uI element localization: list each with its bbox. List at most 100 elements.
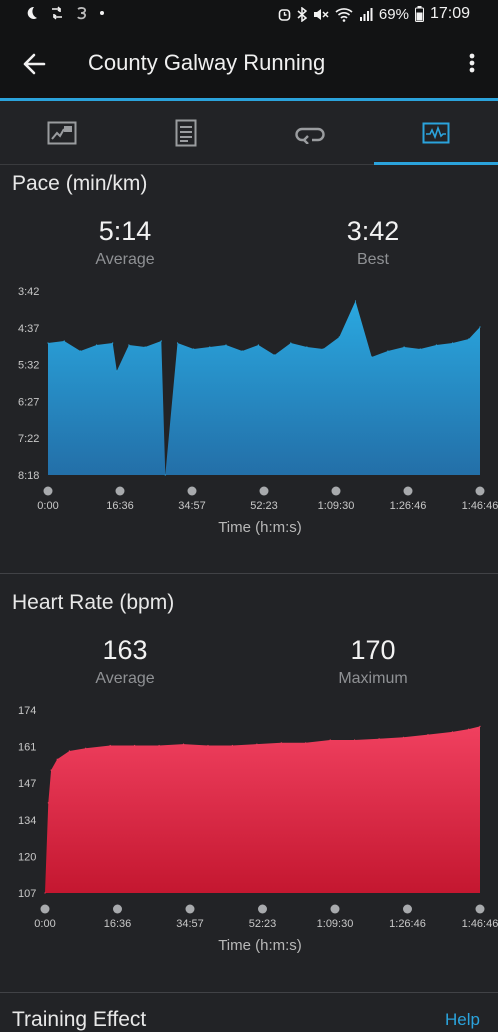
- data-point: [68, 750, 70, 752]
- x-tick-label: 52:23: [250, 500, 278, 512]
- data-point: [56, 758, 58, 760]
- training-effect-title: Training Effect: [12, 1008, 147, 1031]
- x-tick-dot: [187, 486, 197, 496]
- help-link[interactable]: Help: [445, 1010, 480, 1029]
- heart-rate-section-title: Heart Rate (bpm): [12, 591, 175, 614]
- data-point: [241, 350, 243, 352]
- x-tick-label: 34:57: [176, 918, 204, 930]
- data-point: [290, 342, 292, 344]
- wifi-icon: [335, 7, 353, 22]
- data-point: [371, 356, 373, 358]
- carrier-three-icon: [77, 7, 87, 20]
- data-point: [158, 744, 160, 747]
- pace-chart: 3:42 4:37 5:32 6:27 7:22 8:18 0:00 16:36 34:57 52…: [18, 286, 498, 536]
- x-tick-dot: [113, 904, 122, 914]
- moon-icon: [27, 6, 37, 19]
- details-list-icon: [175, 119, 197, 146]
- data-point: [256, 743, 258, 745]
- x-tick-label: 1:09:30: [317, 918, 354, 930]
- data-point: [182, 743, 185, 745]
- x-tick-dot: [258, 904, 267, 914]
- hr-average-stat: 163 Average: [25, 635, 225, 688]
- pace-best-label: Best: [356, 251, 389, 268]
- pace-average-value: 5:14: [98, 216, 152, 246]
- data-point: [274, 354, 276, 356]
- x-tick-label: 0:00: [37, 500, 58, 512]
- data-point: [452, 342, 454, 344]
- y-tick-label: 174: [18, 705, 36, 717]
- x-tick-dot: [259, 486, 269, 496]
- sync-icon: [52, 6, 62, 20]
- data-point: [47, 342, 49, 344]
- clock: 17:09: [429, 5, 470, 22]
- y-tick-label: 5:32: [18, 360, 39, 372]
- y-tick-label: 6:27: [18, 396, 39, 408]
- x-axis-title: Time (h:m:s): [218, 519, 302, 536]
- x-tick-label: 1:46:46: [462, 500, 498, 512]
- data-point: [209, 346, 211, 348]
- y-tick-label: 161: [18, 742, 36, 754]
- pace-average-label: Average: [95, 251, 155, 268]
- more-vertical-icon: [469, 53, 475, 73]
- y-tick-label: 8:18: [18, 470, 39, 482]
- tab-laps[interactable]: [248, 101, 372, 164]
- alarm-icon: [278, 8, 291, 21]
- x-tick-dot: [331, 486, 341, 496]
- charts-icon: [422, 122, 450, 143]
- x-tick-label: 16:36: [104, 918, 132, 930]
- data-point: [193, 348, 195, 350]
- data-point: [306, 346, 308, 348]
- data-point: [479, 326, 481, 328]
- y-tick-label: 7:22: [18, 433, 39, 445]
- data-point: [305, 742, 307, 744]
- bluetooth-icon: [297, 6, 307, 22]
- data-point: [176, 342, 179, 344]
- x-tick-label: 1:26:46: [389, 918, 426, 930]
- x-tick-dot: [475, 486, 485, 496]
- data-point: [144, 346, 146, 348]
- pace-section-title: Pace (min/km): [12, 172, 148, 195]
- data-point: [160, 340, 162, 342]
- y-tick-label: 107: [18, 888, 36, 900]
- tab-activity-map[interactable]: [0, 101, 124, 164]
- data-point: [44, 892, 46, 894]
- data-point: [134, 744, 136, 747]
- data-point: [207, 744, 209, 747]
- y-tick-label: 147: [18, 778, 36, 790]
- battery-percent: 69%: [378, 5, 409, 23]
- data-point: [451, 731, 453, 733]
- data-point: [402, 736, 405, 738]
- data-point: [225, 344, 227, 346]
- data-point: [427, 734, 429, 736]
- tab-charts[interactable]: [374, 101, 498, 165]
- x-tick-label: 16:36: [106, 500, 134, 512]
- battery-icon: [414, 6, 424, 22]
- data-point: [63, 340, 65, 342]
- notification-dot-icon: [100, 11, 104, 15]
- data-point: [47, 802, 49, 804]
- x-tick-dot: [403, 486, 413, 496]
- data-point: [354, 739, 356, 741]
- heart-rate-chart: 174 161 147 134 120 107 0:00 16:36 34:57 52:23 1:0…: [18, 705, 498, 954]
- data-point: [164, 474, 166, 476]
- y-tick-label: 120: [18, 851, 36, 863]
- hr-max-label: Maximum: [338, 670, 408, 687]
- more-options-button[interactable]: [462, 48, 482, 78]
- data-point: [338, 336, 340, 338]
- pace-best-stat: 3:42 Best: [273, 216, 473, 269]
- tab-details[interactable]: [124, 101, 248, 164]
- laps-icon: [295, 127, 325, 144]
- y-tick-label: 4:37: [18, 323, 39, 335]
- data-point: [329, 739, 331, 741]
- hr-max-value: 170: [350, 635, 396, 665]
- data-point: [378, 738, 380, 740]
- data-point: [79, 350, 81, 352]
- x-tick-label: 1:46:46: [462, 918, 498, 930]
- mute-icon: [313, 8, 329, 20]
- data-point: [280, 742, 282, 744]
- data-point: [435, 344, 437, 346]
- x-tick-dot: [43, 486, 53, 496]
- data-point: [116, 370, 118, 372]
- back-button[interactable]: [20, 50, 48, 78]
- data-point: [468, 728, 470, 730]
